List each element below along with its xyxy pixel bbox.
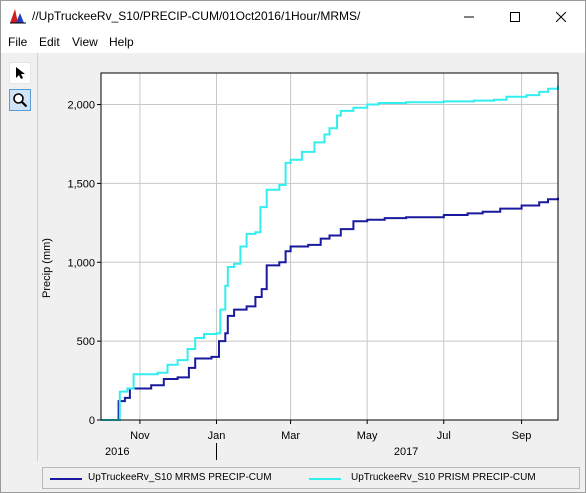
x-tick-label: Sep xyxy=(512,430,532,442)
x-tick-label: Mar xyxy=(281,430,300,442)
plot-area xyxy=(100,72,559,421)
pointer-tool-button[interactable] xyxy=(9,62,31,84)
x-tick-label: May xyxy=(357,430,378,442)
axis-layer: 0 500 1,000 1,500 2,000 Nov Jan Mar May Jul Sep 201… xyxy=(67,100,531,460)
legend-swatch-mrms xyxy=(50,478,82,480)
x-tick-label: Jan xyxy=(208,430,226,442)
menu-help[interactable]: Help xyxy=(109,35,134,49)
year-label: 2017 xyxy=(394,446,418,458)
tool-strip xyxy=(1,53,38,461)
x-tick-label: Jul xyxy=(437,430,451,442)
zoom-tool-button[interactable] xyxy=(9,89,31,111)
series-layer xyxy=(100,72,559,421)
legend-label-mrms: UpTruckeeRv_S10 MRMS PRECIP-CUM xyxy=(88,472,272,483)
plot-frame xyxy=(100,72,559,421)
menu-file[interactable]: File xyxy=(8,35,28,49)
close-button[interactable] xyxy=(538,1,584,32)
window-title: //UpTruckeeRv_S10/PRECIP-CUM/01Oct2016/1… xyxy=(32,9,361,23)
magnifier-icon xyxy=(13,93,28,108)
x-tick-label: Nov xyxy=(130,430,150,442)
minimize-icon xyxy=(464,16,474,17)
y-tick-label: 1,000 xyxy=(67,257,95,269)
series-line-mrms xyxy=(101,197,559,421)
y-axis-label: Precip (mm) xyxy=(41,238,53,298)
grid-layer xyxy=(100,72,559,421)
maximize-button[interactable] xyxy=(492,1,538,32)
menu-edit[interactable]: Edit xyxy=(39,35,60,49)
menu-bar: File Edit View Help xyxy=(1,32,585,53)
minimize-button[interactable] xyxy=(446,1,492,32)
y-tick-label: 0 xyxy=(89,415,95,427)
legend: UpTruckeeRv_S10 MRMS PRECIP-CUM UpTrucke… xyxy=(42,467,580,489)
plot-panel[interactable]: 0 500 1,000 1,500 2,000 Nov Jan Mar May Jul Sep 201… xyxy=(38,53,585,461)
precip-chart[interactable]: 0 500 1,000 1,500 2,000 Nov Jan Mar May Jul Sep 201… xyxy=(38,53,585,461)
close-icon xyxy=(556,11,566,22)
series-line-prism xyxy=(101,85,559,421)
chart-app-icon xyxy=(10,9,26,24)
y-tick-label: 500 xyxy=(77,336,95,348)
legend-swatch-prism xyxy=(309,478,341,480)
menu-view[interactable]: View xyxy=(72,35,98,49)
y-tick-label: 1,500 xyxy=(67,178,95,190)
year-label: 2016 xyxy=(105,446,129,458)
pointer-arrow-icon xyxy=(16,67,25,79)
y-tick-label: 2,000 xyxy=(67,100,95,112)
title-bar[interactable]: //UpTruckeeRv_S10/PRECIP-CUM/01Oct2016/1… xyxy=(1,1,585,32)
legend-label-prism: UpTruckeeRv_S10 PRISM PRECIP-CUM xyxy=(351,472,536,483)
maximize-icon xyxy=(510,11,520,22)
